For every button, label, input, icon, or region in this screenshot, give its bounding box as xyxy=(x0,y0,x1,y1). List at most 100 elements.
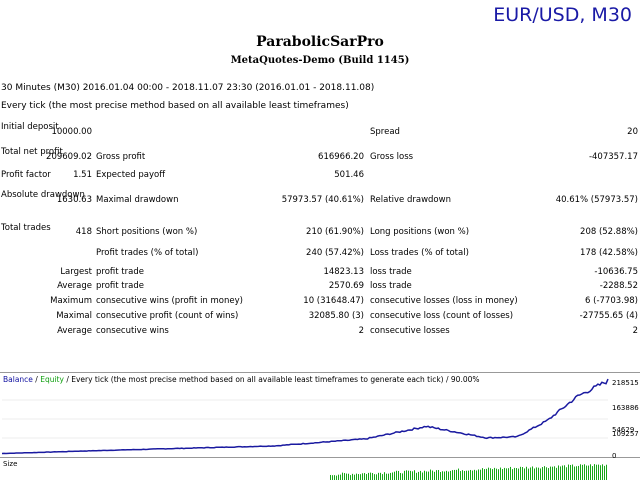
stats-row-average-consecutive: Average consecutive wins 2 consecutive l… xyxy=(0,319,640,336)
size-bar xyxy=(578,465,579,480)
size-bar xyxy=(530,467,531,480)
largest-label: Largest xyxy=(60,267,92,277)
maximal-losses-value: -27755.65 (4) xyxy=(579,311,638,321)
size-bar xyxy=(358,474,359,480)
size-bar xyxy=(486,468,487,480)
size-bar xyxy=(454,469,455,480)
average-profit-label: profit trade xyxy=(96,281,144,291)
size-bar xyxy=(434,471,435,480)
size-bar xyxy=(444,471,445,480)
profit-factor-value: 1.51 xyxy=(73,170,92,180)
average-loss-value: -2288.52 xyxy=(599,281,638,291)
size-label: Size xyxy=(3,460,18,468)
size-bar xyxy=(604,465,605,480)
relative-drawdown-label: Relative drawdown xyxy=(370,195,451,205)
size-bar xyxy=(460,471,461,480)
size-bar xyxy=(402,473,403,480)
size-bar xyxy=(510,466,511,480)
total-trades-label: Total trades xyxy=(1,223,51,233)
largest-loss-label: loss trade xyxy=(370,267,412,277)
size-bar xyxy=(588,465,589,480)
size-bar xyxy=(546,467,547,480)
size-bar xyxy=(582,464,583,480)
initial-deposit-label: Initial deposit xyxy=(1,122,59,132)
size-bar xyxy=(520,466,521,480)
size-bar xyxy=(380,472,381,480)
size-bar xyxy=(462,470,463,480)
size-bar xyxy=(558,465,559,480)
size-bar xyxy=(382,474,383,480)
size-bar xyxy=(336,475,337,480)
size-bar xyxy=(378,472,379,480)
gross-loss-value: -407357.17 xyxy=(588,152,638,162)
size-bar xyxy=(398,470,399,480)
size-bar xyxy=(340,474,341,480)
size-bar xyxy=(392,472,393,480)
size-bar xyxy=(400,472,401,480)
maximal-losses-label: consecutive loss (count of losses) xyxy=(370,311,514,321)
size-bar xyxy=(522,467,523,480)
size-bar xyxy=(458,468,459,480)
size-bar xyxy=(476,470,477,480)
stats-row-average: Average profit trade 2570.69 loss trade … xyxy=(0,274,640,291)
total-trades-value: 418 xyxy=(75,227,92,237)
size-bar xyxy=(492,469,493,480)
size-bar xyxy=(524,468,525,480)
size-bar xyxy=(432,470,433,480)
chart-legend: Balance / Equity / Every tick (the most … xyxy=(3,375,480,384)
gross-loss-label: Gross loss xyxy=(370,152,414,162)
size-bar xyxy=(502,469,503,480)
y-tick-label: 0 xyxy=(612,452,617,460)
size-bar xyxy=(600,465,601,480)
size-bar xyxy=(526,466,527,480)
size-bar xyxy=(528,468,529,480)
size-bar xyxy=(534,468,535,480)
size-bar xyxy=(352,473,353,480)
stats-row-maximum: Maximum consecutive wins (profit in mone… xyxy=(0,289,640,306)
size-bar xyxy=(554,466,555,480)
expected-payoff-value: 501.46 xyxy=(334,170,364,180)
largest-profit-value: 14823.13 xyxy=(323,267,364,277)
size-bar xyxy=(496,468,497,480)
size-bar xyxy=(338,474,339,480)
size-bar xyxy=(388,473,389,480)
size-bar xyxy=(516,468,517,480)
size-bar xyxy=(426,471,427,480)
size-bar xyxy=(536,467,537,480)
size-bar xyxy=(580,464,581,480)
size-bar xyxy=(424,470,425,480)
size-bar xyxy=(450,470,451,480)
stats-row-trades: Total trades 418 Short positions (won %)… xyxy=(0,211,640,241)
relative-drawdown-value: 40.61% (57973.57) xyxy=(555,195,638,205)
size-bar xyxy=(410,470,411,480)
stats-table: Initial deposit 10000.00 Spread 20 Total… xyxy=(0,121,640,336)
loss-trades-label: Loss trades (% of total) xyxy=(370,248,469,258)
average-loss-label: loss trade xyxy=(370,281,412,291)
initial-deposit-value: 10000.00 xyxy=(51,127,92,137)
size-bar xyxy=(478,469,479,480)
size-bar xyxy=(564,465,565,480)
profit-factor-label: Profit factor xyxy=(1,170,51,180)
size-bar xyxy=(538,467,539,480)
size-bar xyxy=(370,472,371,480)
size-bar xyxy=(584,464,585,480)
maximal-wins-value: 32085.80 (3) xyxy=(308,311,364,321)
size-bar xyxy=(456,469,457,480)
maximum-losses-value: 6 (-7703.98) xyxy=(585,296,638,306)
size-bar xyxy=(416,472,417,480)
balance-series-line xyxy=(1,378,609,455)
size-bar xyxy=(448,471,449,480)
size-bar xyxy=(396,470,397,480)
maximum-label: Maximum xyxy=(50,296,92,306)
size-bar xyxy=(488,467,489,480)
size-bar xyxy=(438,469,439,480)
size-bar xyxy=(506,468,507,480)
maximum-wins-value: 10 (31648.47) xyxy=(303,296,364,306)
size-bar xyxy=(490,468,491,480)
profit-trades-label: Profit trades (% of total) xyxy=(96,248,199,258)
size-bar xyxy=(330,474,331,480)
size-bar xyxy=(576,466,577,480)
size-bar xyxy=(512,469,513,480)
size-bar xyxy=(590,464,591,480)
average-profit-value: 2570.69 xyxy=(328,281,364,291)
